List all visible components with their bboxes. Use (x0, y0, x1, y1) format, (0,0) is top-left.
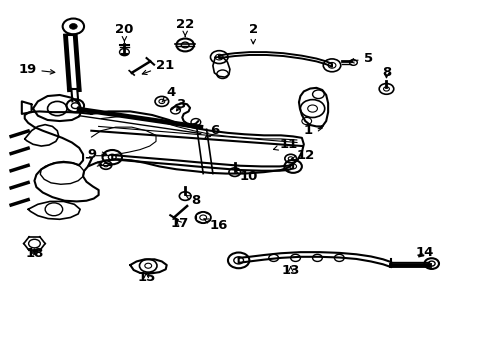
Text: 5: 5 (349, 52, 372, 65)
Text: 16: 16 (203, 219, 227, 232)
Text: 8: 8 (381, 66, 390, 79)
Text: 17: 17 (170, 217, 188, 230)
Text: 6: 6 (205, 124, 219, 138)
Text: 21: 21 (142, 59, 174, 75)
Circle shape (69, 23, 77, 29)
Text: 7: 7 (83, 156, 102, 169)
Text: 13: 13 (281, 264, 299, 276)
Text: 12: 12 (291, 149, 315, 162)
Text: 9: 9 (87, 148, 106, 161)
Text: 2: 2 (248, 23, 257, 44)
Text: 19: 19 (18, 63, 55, 76)
Text: 10: 10 (235, 170, 258, 183)
Text: 1: 1 (303, 124, 322, 137)
Text: 20: 20 (115, 23, 133, 42)
Text: 18: 18 (25, 247, 43, 260)
Text: 22: 22 (176, 18, 194, 37)
Text: 4: 4 (162, 86, 176, 102)
Text: 15: 15 (137, 271, 155, 284)
Text: 3: 3 (176, 99, 185, 112)
Text: 8: 8 (185, 194, 200, 207)
Text: 14: 14 (415, 246, 433, 258)
Text: 11: 11 (273, 138, 297, 151)
